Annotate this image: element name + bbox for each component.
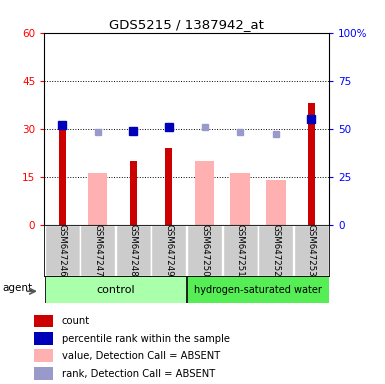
Bar: [187, 225, 222, 276]
Text: rank, Detection Call = ABSENT: rank, Detection Call = ABSENT: [62, 369, 215, 379]
Bar: [88, 174, 107, 225]
Text: control: control: [96, 285, 135, 295]
Bar: [266, 180, 286, 225]
Bar: [223, 225, 258, 276]
Text: GSM647246: GSM647246: [58, 224, 67, 277]
Text: GSM647250: GSM647250: [200, 224, 209, 277]
Bar: [195, 161, 214, 225]
Bar: [187, 276, 329, 303]
Text: value, Detection Call = ABSENT: value, Detection Call = ABSENT: [62, 351, 220, 361]
Bar: [294, 225, 329, 276]
Bar: [258, 225, 293, 276]
Text: percentile rank within the sample: percentile rank within the sample: [62, 334, 230, 344]
Text: GSM647253: GSM647253: [307, 224, 316, 277]
Text: GSM647251: GSM647251: [236, 224, 244, 277]
Bar: [130, 161, 137, 225]
Text: GSM647252: GSM647252: [271, 224, 280, 277]
Bar: [80, 225, 115, 276]
Title: GDS5215 / 1387942_at: GDS5215 / 1387942_at: [109, 18, 264, 31]
Bar: [34, 315, 53, 328]
Text: GSM647249: GSM647249: [164, 224, 173, 277]
Text: hydrogen-saturated water: hydrogen-saturated water: [194, 285, 322, 295]
Bar: [34, 349, 53, 362]
Bar: [45, 225, 80, 276]
Text: count: count: [62, 316, 90, 326]
Bar: [151, 225, 186, 276]
Text: GSM647248: GSM647248: [129, 224, 138, 277]
Bar: [34, 367, 53, 380]
Bar: [34, 332, 53, 345]
Bar: [116, 225, 151, 276]
Bar: [166, 148, 172, 225]
Bar: [230, 174, 250, 225]
Bar: [45, 276, 186, 303]
Text: agent: agent: [2, 283, 32, 293]
Bar: [59, 129, 65, 225]
Bar: [308, 103, 315, 225]
Text: GSM647247: GSM647247: [93, 224, 102, 277]
